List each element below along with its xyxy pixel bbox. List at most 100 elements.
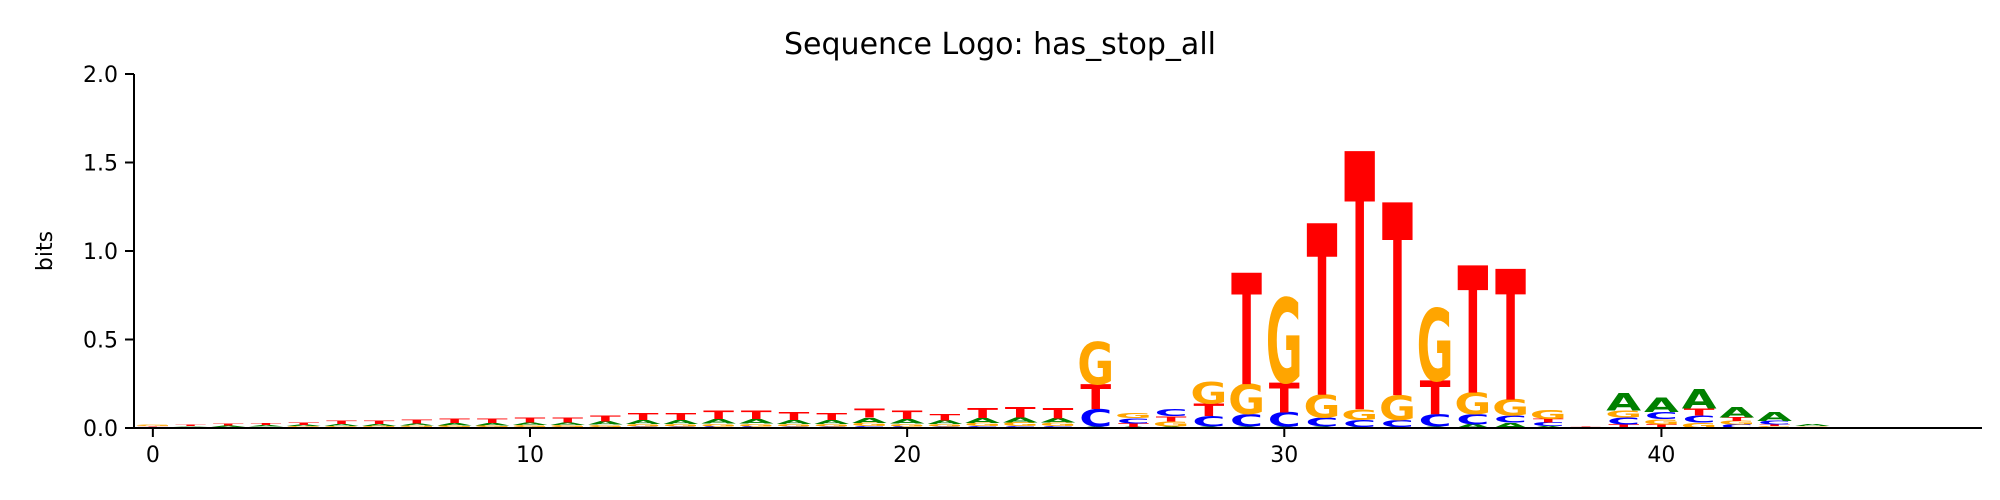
logo-letter-t: T bbox=[1118, 422, 1149, 428]
logo-letter-a: A bbox=[249, 425, 284, 427]
chart-title: Sequence Logo: has_stop_all bbox=[784, 27, 1216, 62]
logo-letter-c: C bbox=[1758, 420, 1791, 426]
x-tick-label: 0 bbox=[146, 443, 160, 468]
logo-letter-t: T bbox=[816, 411, 848, 422]
logo-letter-a: A bbox=[324, 424, 359, 427]
logo-letter-g: G bbox=[700, 423, 737, 428]
logo-letter-g: G bbox=[1190, 377, 1227, 411]
y-tick-label: 1.0 bbox=[83, 240, 118, 265]
y-tick-label: 0.0 bbox=[83, 417, 118, 442]
logo-letter-t: T bbox=[1269, 375, 1300, 423]
logo-letter-t: T bbox=[552, 416, 583, 424]
logo-letter-t: T bbox=[213, 423, 244, 426]
logo-letter-g: G bbox=[1228, 377, 1265, 425]
logo-letter-g: G bbox=[1492, 396, 1529, 421]
logo-letter-t: T bbox=[1533, 418, 1564, 424]
logo-letter-c: C bbox=[1683, 414, 1716, 425]
logo-letter-g: G bbox=[549, 425, 586, 428]
logo-letter-g: G bbox=[662, 423, 699, 427]
logo-letter-t: T bbox=[1495, 234, 1526, 442]
logo-letter-t: T bbox=[326, 420, 357, 425]
logo-letter-g: G bbox=[1417, 289, 1454, 405]
logo-letter-t: T bbox=[288, 422, 319, 426]
logo-letter-g: G bbox=[398, 425, 435, 427]
logo-letter-t: T bbox=[515, 416, 546, 424]
logo-letter-c: C bbox=[1381, 418, 1414, 429]
logo-letter-a: A bbox=[701, 418, 736, 425]
logo-letter-t: T bbox=[1005, 404, 1036, 420]
logo-letter-g: G bbox=[964, 422, 1001, 427]
logo-letter-t: T bbox=[251, 422, 282, 425]
logo-letter-a: A bbox=[814, 419, 849, 425]
logo-letter-g: G bbox=[1341, 406, 1378, 423]
logo-letter-c: C bbox=[1645, 410, 1678, 421]
y-tick-label: 2.0 bbox=[83, 63, 118, 88]
logo-letter-a: A bbox=[1719, 404, 1754, 421]
logo-letter-a: A bbox=[211, 425, 246, 427]
logo-letter-a: A bbox=[1493, 421, 1528, 430]
logo-letter-c: C bbox=[1268, 409, 1301, 431]
logo-letter-g: G bbox=[1718, 420, 1755, 426]
logo-letter-c: C bbox=[1494, 414, 1527, 425]
logo-letter-c: C bbox=[1192, 413, 1225, 430]
logo-letter-a: A bbox=[1682, 384, 1717, 415]
logo-letter-g: G bbox=[1605, 408, 1642, 419]
logo-letter-t: T bbox=[401, 419, 432, 425]
logo-letter-t: T bbox=[175, 425, 206, 427]
logo-letter-a: A bbox=[777, 419, 812, 425]
logo-letter-t: T bbox=[1646, 423, 1677, 429]
logo-letter-g: G bbox=[1379, 389, 1416, 428]
logo-letter-c: C bbox=[1419, 411, 1452, 431]
logo-letter-a: A bbox=[1606, 388, 1641, 417]
logo-letter-t: T bbox=[1571, 426, 1602, 427]
logo-letter-a: A bbox=[1795, 424, 1830, 427]
logo-letter-g: G bbox=[1794, 426, 1831, 427]
logo-letter-a: A bbox=[513, 422, 548, 427]
logo-letter-a: A bbox=[965, 417, 1000, 425]
logo-letter-g: G bbox=[1304, 389, 1341, 425]
logo-letter-a: A bbox=[399, 423, 434, 426]
logo-letter-t: T bbox=[665, 411, 697, 422]
logo-letter-g: G bbox=[1077, 332, 1114, 399]
y-tick-label: 0.5 bbox=[83, 329, 118, 354]
logo-letter-t: T bbox=[1721, 416, 1752, 422]
logo-letter-g: G bbox=[1454, 387, 1491, 421]
logo-letter-a: A bbox=[927, 420, 962, 426]
logo-letter-t: T bbox=[779, 411, 811, 423]
logo-letter-a: A bbox=[286, 424, 321, 426]
logo-letter-c: C bbox=[1041, 425, 1074, 428]
logo-letter-t: T bbox=[364, 420, 395, 425]
logo-letter-g: G bbox=[474, 425, 511, 428]
logo-letter-t: T bbox=[1457, 232, 1488, 435]
logo-letter-t: T bbox=[1156, 415, 1187, 424]
logo-letter-t: T bbox=[1684, 407, 1716, 418]
logo-letter-a: A bbox=[588, 421, 623, 426]
logo-letter-t: T bbox=[439, 417, 470, 424]
logo-letter-a: A bbox=[550, 422, 585, 427]
logo-letter-c: C bbox=[1532, 422, 1565, 428]
logo-letter-a: A bbox=[663, 419, 698, 425]
logo-letter-t: T bbox=[1193, 401, 1225, 421]
logo-letter-t: T bbox=[929, 412, 960, 423]
logo-letter-t: T bbox=[1382, 150, 1413, 458]
logo-letter-t: T bbox=[628, 411, 660, 422]
logo-letter-t: T bbox=[1420, 372, 1451, 426]
x-tick-label: 40 bbox=[1647, 443, 1675, 468]
logo-letter-g: G bbox=[436, 425, 473, 428]
axes: 0.0 0.5 1.0 1.5 2.0 0 10 20 30 40 bbox=[83, 63, 1982, 468]
x-tick-label: 20 bbox=[893, 443, 921, 468]
logo-letter-t: T bbox=[1608, 423, 1639, 429]
logo-letter-a: A bbox=[626, 419, 661, 425]
x-tick-label: 30 bbox=[1270, 443, 1298, 468]
logo-letter-a: A bbox=[852, 416, 887, 425]
logo-letter-c: C bbox=[1305, 415, 1338, 429]
logo-letter-a: A bbox=[1757, 410, 1793, 424]
logo-letter-t: T bbox=[1080, 378, 1111, 417]
logo-letter-g: G bbox=[813, 423, 850, 427]
logo-letter-g: G bbox=[1153, 420, 1190, 429]
logo-letter-c: C bbox=[1456, 411, 1489, 428]
logo-letter-t: T bbox=[1043, 405, 1074, 422]
logo-letter-a: A bbox=[1003, 416, 1038, 425]
logo-letter-a: A bbox=[475, 422, 510, 426]
logo-letter-t: T bbox=[892, 409, 924, 422]
